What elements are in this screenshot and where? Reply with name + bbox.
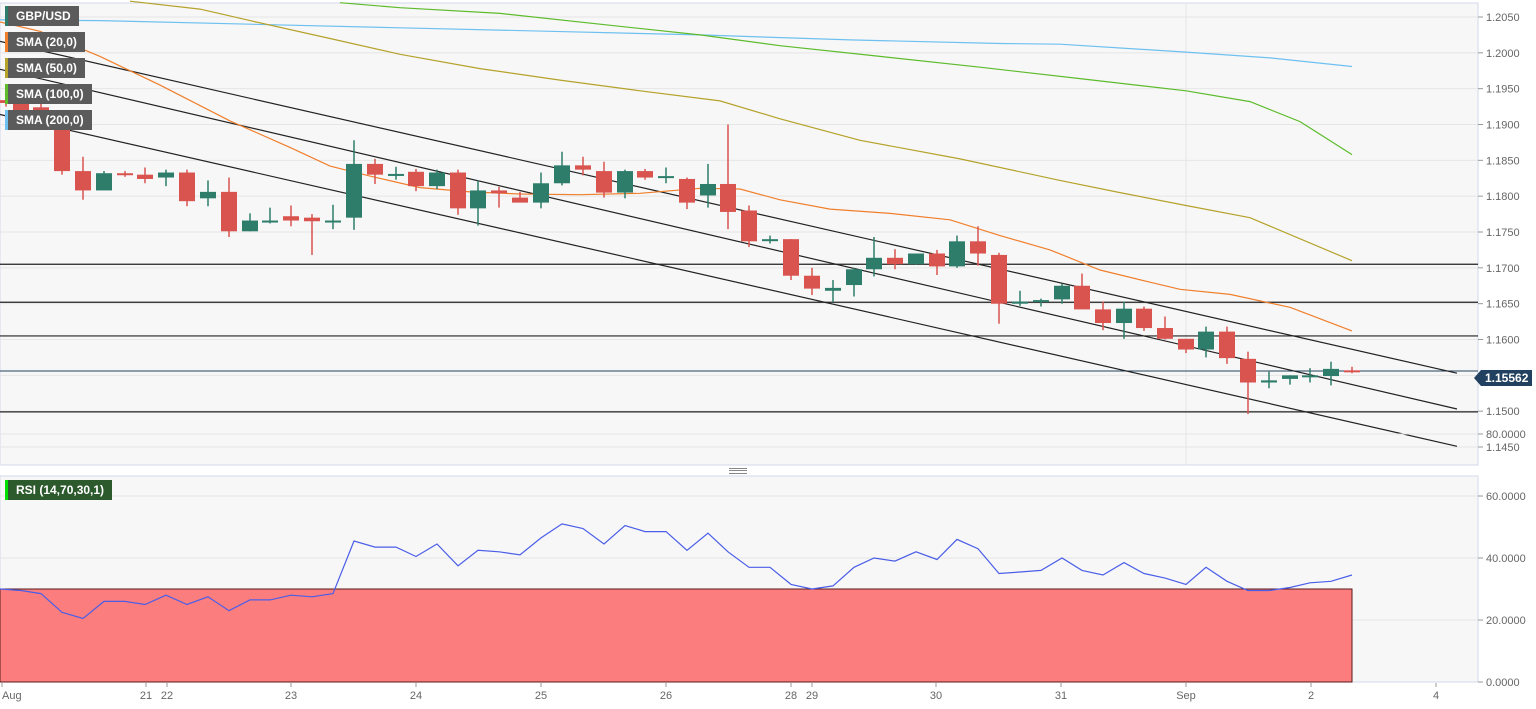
svg-text:29: 29	[806, 690, 818, 702]
svg-text:21: 21	[140, 690, 152, 702]
svg-text:1.1900: 1.1900	[1486, 120, 1520, 132]
legend-sma50[interactable]: SMA (50,0)	[5, 58, 85, 78]
time-axis[interactable]: Aug 21 22 23 24 25 26 28 29 30 31 Sep 2 4	[1, 683, 1439, 702]
legend-sma20[interactable]: SMA (20,0)	[5, 32, 85, 52]
rsi-zones	[0, 588, 1353, 683]
svg-text:Aug: Aug	[2, 690, 22, 702]
main-pane[interactable]: 1.2050 1.2000 1.1950 1.1900 1.1850 1.1800 1.17…	[0, 0, 1520, 466]
svg-text:1.2050: 1.2050	[1486, 12, 1520, 24]
svg-text:1.1450: 1.1450	[1486, 442, 1520, 454]
svg-text:40.0000: 40.0000	[1486, 553, 1526, 565]
rsi-line	[0, 523, 1353, 620]
svg-text:23: 23	[285, 690, 297, 702]
legend-sma100[interactable]: SMA (100,0)	[5, 84, 92, 104]
svg-text:25: 25	[535, 690, 547, 702]
svg-text:1.1600: 1.1600	[1486, 335, 1520, 347]
svg-text:60.0000: 60.0000	[1486, 491, 1526, 503]
rsi-pane[interactable]: 80.0000 60.0000 40.0000 20.0000 0.0000	[0, 429, 1526, 689]
svg-text:30: 30	[930, 690, 942, 702]
svg-text:2: 2	[1308, 690, 1314, 702]
pane-resize-handle[interactable]	[729, 468, 747, 474]
horizontal-levels[interactable]	[0, 263, 1478, 413]
svg-text:0.0000: 0.0000	[1486, 677, 1520, 689]
svg-text:Sep: Sep	[1176, 690, 1196, 702]
svg-text:28: 28	[785, 690, 797, 702]
svg-text:1.1700: 1.1700	[1486, 263, 1520, 275]
svg-text:22: 22	[161, 690, 173, 702]
main-plot-area[interactable]	[0, 2, 1479, 466]
indicator-legend: GBP/USD SMA (20,0) SMA (50,0) SMA (100,0…	[5, 6, 92, 130]
svg-text:20.0000: 20.0000	[1486, 615, 1526, 627]
rsi-axis: 80.0000 60.0000 40.0000 20.0000 0.0000	[1478, 429, 1526, 689]
svg-text:1.2000: 1.2000	[1486, 48, 1520, 60]
svg-text:1.1650: 1.1650	[1486, 299, 1520, 311]
candlesticks	[0, 92, 1360, 415]
svg-text:24: 24	[410, 690, 422, 702]
svg-text:1.1800: 1.1800	[1486, 191, 1520, 203]
svg-text:1.1500: 1.1500	[1486, 406, 1520, 418]
legend-symbol[interactable]: GBP/USD	[5, 6, 79, 26]
svg-text:1.1750: 1.1750	[1486, 227, 1520, 239]
svg-text:1.1950: 1.1950	[1486, 84, 1520, 96]
current-price-tag: 1.15562	[1473, 370, 1533, 386]
svg-text:1.1850: 1.1850	[1486, 155, 1520, 167]
svg-text:31: 31	[1055, 690, 1067, 702]
legend-rsi[interactable]: RSI (14,70,30,1)	[5, 480, 113, 500]
legend-sma200[interactable]: SMA (200,0)	[5, 110, 92, 130]
svg-text:26: 26	[660, 690, 672, 702]
price-axis[interactable]: 1.2050 1.2000 1.1950 1.1900 1.1850 1.1800 1.17…	[1478, 12, 1520, 454]
svg-text:80.0000: 80.0000	[1486, 429, 1526, 441]
svg-text:4: 4	[1433, 690, 1439, 702]
